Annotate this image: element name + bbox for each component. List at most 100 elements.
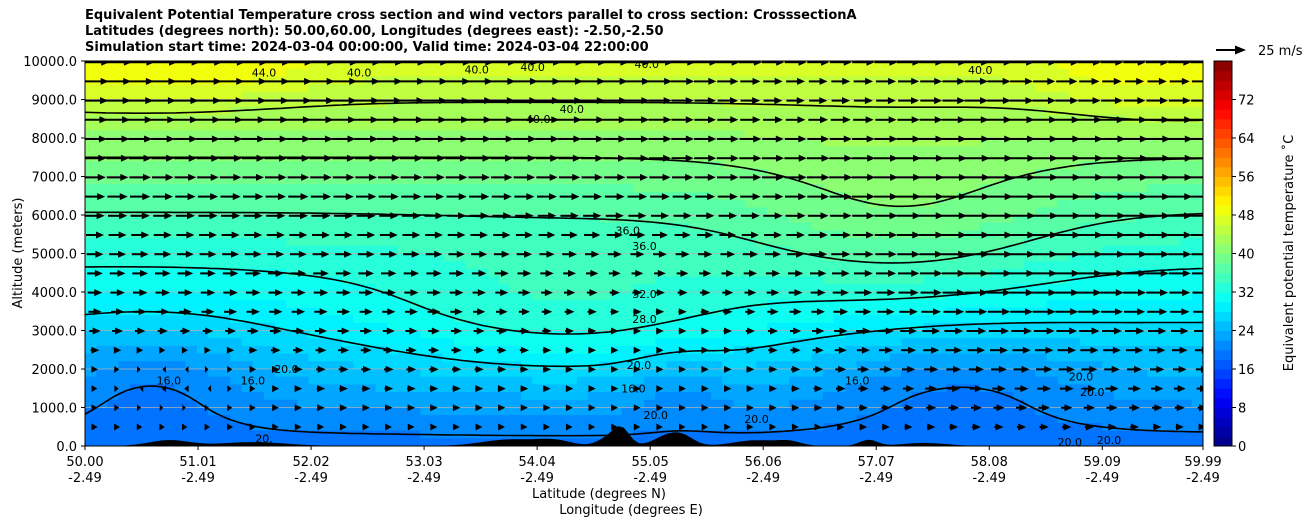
fill-cell (901, 91, 913, 101)
fill-cell (912, 299, 925, 308)
fill-cell (129, 122, 142, 131)
fill-cell (152, 384, 164, 393)
fill-cell (699, 184, 712, 193)
fill-cell (889, 99, 902, 108)
fill-cell (766, 315, 779, 324)
fill-cell (1046, 430, 1059, 439)
fill-cell (85, 107, 97, 116)
fill-cell (1135, 299, 1148, 308)
fill-cell (1024, 245, 1036, 255)
fill-cell (1113, 199, 1126, 208)
fill-cell (934, 361, 947, 370)
fill-cell (632, 330, 645, 339)
fill-cell (699, 322, 712, 332)
fill-cell (666, 415, 679, 424)
fill-cell (789, 276, 802, 285)
fill-cell (1024, 130, 1036, 139)
fill-cell (498, 215, 511, 224)
fill-cell (1091, 199, 1103, 208)
fill-cell (822, 153, 835, 162)
fill-cell (957, 384, 969, 393)
fill-cell (196, 422, 209, 432)
fill-cell (1191, 138, 1203, 147)
fill-cell (532, 99, 544, 108)
fill-cell (1191, 253, 1203, 262)
fill-cell (207, 176, 220, 185)
fill-cell (599, 276, 612, 285)
fill-cell (1035, 161, 1048, 170)
fill-cell (1024, 107, 1036, 116)
fill-cell (1024, 392, 1036, 401)
fill-cell (263, 292, 276, 301)
fill-cell (442, 145, 455, 154)
fill-cell (901, 299, 913, 308)
fill-cell (1102, 130, 1115, 139)
fill-cell (118, 207, 131, 216)
fill-cell (1169, 207, 1182, 216)
fill-cell (96, 276, 108, 285)
fill-cell (140, 68, 153, 77)
fill-cell (521, 338, 533, 347)
fill-cell (610, 161, 623, 170)
fill-cell (1057, 84, 1070, 93)
fill-cell (375, 207, 388, 216)
fill-cell (532, 353, 544, 362)
fill-cell (565, 338, 578, 347)
fill-cell (330, 238, 343, 247)
fill-cell (554, 422, 567, 432)
fill-cell (453, 91, 466, 101)
fill-cell (588, 399, 600, 409)
fill-cell (778, 138, 790, 147)
fill-cell (979, 369, 992, 378)
fill-cell (856, 407, 869, 416)
fill-cell (811, 415, 824, 424)
fill-cell (666, 61, 679, 70)
fill-cell (1124, 61, 1137, 70)
fill-cell (889, 215, 902, 224)
fill-cell (588, 68, 600, 77)
fill-cell (1035, 369, 1048, 378)
fill-cell (699, 253, 712, 262)
fill-cell (129, 61, 142, 70)
fill-cell (968, 207, 980, 216)
fill-cell (364, 215, 377, 224)
fill-cell (766, 392, 779, 401)
fill-cell (901, 361, 913, 370)
fill-cell (576, 399, 589, 409)
fill-cell (275, 392, 287, 401)
fill-cell (386, 338, 399, 347)
fill-cell (722, 84, 735, 93)
fill-cell (241, 199, 254, 208)
fill-cell (822, 307, 835, 316)
fill-cell (1024, 292, 1036, 301)
fill-cell (96, 322, 108, 332)
fill-cell (845, 245, 858, 255)
fill-cell (789, 245, 802, 255)
fill-cell (632, 176, 645, 185)
fill-cell (476, 107, 489, 116)
fill-cell (453, 99, 466, 108)
fill-cell (722, 330, 735, 339)
fill-cell (1147, 299, 1159, 308)
fill-cell (174, 222, 187, 231)
fill-cell (688, 430, 701, 439)
fill-cell (420, 330, 433, 339)
fill-cell (140, 261, 153, 270)
fill-cell (778, 245, 790, 255)
fill-cell (1001, 376, 1014, 385)
fill-cell (766, 107, 779, 116)
fill-cell (1124, 176, 1137, 185)
fill-cell (1180, 415, 1193, 424)
fill-cell (152, 68, 164, 77)
fill-cell (1113, 415, 1126, 424)
fill-cell (230, 415, 243, 424)
fill-cell (308, 353, 321, 362)
fill-cell (811, 253, 824, 262)
fill-cell (364, 292, 377, 301)
fill-cell (845, 268, 858, 278)
fill-cell (342, 253, 354, 262)
fill-cell (923, 284, 936, 293)
fill-cell (442, 107, 455, 116)
fill-cell (733, 138, 746, 147)
fill-cell (118, 438, 131, 446)
